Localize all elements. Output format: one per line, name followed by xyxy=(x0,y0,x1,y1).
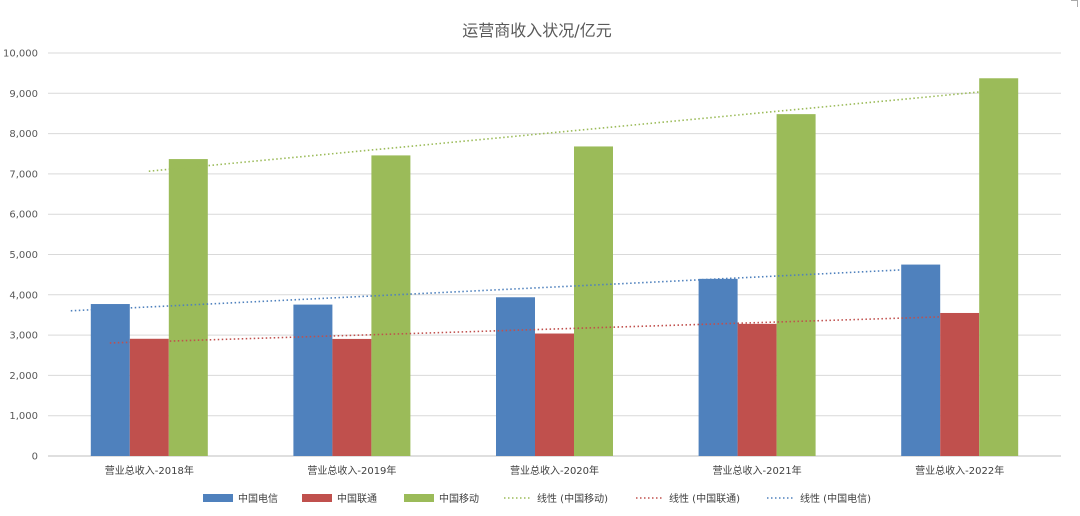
bar-中国联通-5 xyxy=(940,312,980,456)
y-axis-tick-labels: 0 1,000 2,000 3,000 4,000 5,000 6,000 7,000 8,00… xyxy=(3,49,38,463)
y-tick-label: 9,000 xyxy=(9,89,38,100)
bar-中国电信-4 xyxy=(698,278,738,456)
legend-swatch-中国移动 xyxy=(404,494,434,502)
legend-label: 中国电信 xyxy=(238,492,278,505)
legend-swatch-中国联通 xyxy=(302,494,332,502)
x-axis-category-labels: 营业总收入-2018年 营业总收入-2019年 营业总收入-2020年 营业总收入-2… xyxy=(105,464,1004,477)
x-category-label: 营业总收入-2019年 xyxy=(307,464,396,477)
bar-中国联通-1 xyxy=(129,338,169,456)
y-tick-label: 6,000 xyxy=(9,210,38,221)
y-tick-label: 10,000 xyxy=(3,49,38,60)
trendline-中国联通 xyxy=(109,315,961,344)
bar-中国电信-2 xyxy=(293,304,333,456)
bar-中国电信-3 xyxy=(496,297,535,456)
y-tick-label: 2,000 xyxy=(9,371,38,382)
bar-中国联通-3 xyxy=(535,333,574,456)
bar-中国移动-4 xyxy=(776,114,816,456)
window-corner-mark xyxy=(1071,0,1078,7)
y-tick-label: 0 xyxy=(32,452,38,463)
x-category-label: 营业总收入-2022年 xyxy=(915,464,1004,477)
legend-swatch-中国电信 xyxy=(203,494,233,502)
bars xyxy=(90,78,1019,457)
bar-中国联通-2 xyxy=(332,338,372,456)
x-category-label: 营业总收入-2020年 xyxy=(510,464,599,477)
y-tick-label: 5,000 xyxy=(9,250,38,261)
legend-trend-label: 线性 (中国移动) xyxy=(537,492,608,505)
bar-中国移动-2 xyxy=(371,155,411,457)
bar-中国移动-1 xyxy=(168,159,208,457)
x-category-label: 营业总收入-2021年 xyxy=(713,464,802,477)
y-tick-label: 3,000 xyxy=(9,331,38,342)
legend-label: 中国联通 xyxy=(337,492,377,505)
bar-中国移动-5 xyxy=(979,78,1019,456)
legend: 中国电信 中国联通 中国移动 线性 (中国移动) 线性 (中国联通) 线性 (中国电信) xyxy=(203,492,871,505)
chart-title: 运营商收入状况/亿元 xyxy=(462,21,611,40)
legend-label: 中国移动 xyxy=(439,492,479,505)
legend-trend-label: 线性 (中国电信) xyxy=(800,492,871,505)
bar-中国电信-1 xyxy=(90,304,130,456)
bar-中国联通-4 xyxy=(737,323,777,456)
y-tick-label: 8,000 xyxy=(9,129,38,140)
y-tick-label: 7,000 xyxy=(9,169,38,180)
bar-中国移动-3 xyxy=(574,146,613,457)
y-tick-label: 1,000 xyxy=(9,411,38,422)
legend-trend-label: 线性 (中国联通) xyxy=(669,492,740,505)
trendlines xyxy=(70,89,1000,344)
bar-中国电信-5 xyxy=(901,264,941,456)
y-tick-label: 4,000 xyxy=(9,290,38,301)
x-category-label: 营业总收入-2018年 xyxy=(105,464,194,477)
